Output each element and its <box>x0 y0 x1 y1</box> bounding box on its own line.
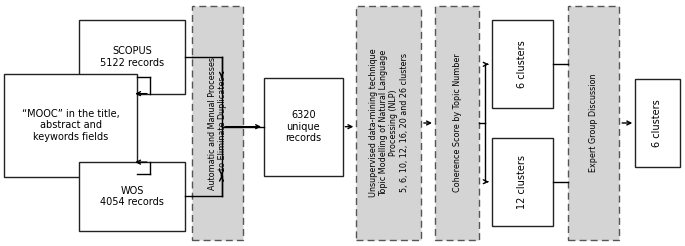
FancyBboxPatch shape <box>79 162 185 231</box>
Text: WOS
4054 records: WOS 4054 records <box>100 185 164 207</box>
Text: 6 clusters: 6 clusters <box>517 40 527 88</box>
FancyBboxPatch shape <box>568 6 619 240</box>
FancyBboxPatch shape <box>635 79 680 167</box>
FancyBboxPatch shape <box>492 20 553 108</box>
Text: Expert Group Discussion: Expert Group Discussion <box>589 74 598 172</box>
FancyBboxPatch shape <box>356 6 421 240</box>
FancyBboxPatch shape <box>192 6 243 240</box>
Text: 6320
unique
records: 6320 unique records <box>285 110 321 143</box>
Text: “MOOC” in the title,
abstract and
keywords fields: “MOOC” in the title, abstract and keywor… <box>22 109 120 142</box>
Text: Coherence Score by Topic Number: Coherence Score by Topic Number <box>453 54 462 192</box>
FancyBboxPatch shape <box>264 78 342 176</box>
Text: Unsupervised data-mining technique
Topic Modelling of Natural Language
Processin: Unsupervised data-mining technique Topic… <box>369 49 409 197</box>
Text: 6 clusters: 6 clusters <box>652 99 662 147</box>
FancyBboxPatch shape <box>79 20 185 94</box>
Text: 12 clusters: 12 clusters <box>517 155 527 209</box>
FancyBboxPatch shape <box>435 6 480 240</box>
Text: Automatic and Manual Processes
to Eliminate Duplicates: Automatic and Manual Processes to Elimin… <box>208 57 227 189</box>
FancyBboxPatch shape <box>4 74 138 177</box>
Text: SCOPUS
5122 records: SCOPUS 5122 records <box>100 46 164 68</box>
FancyBboxPatch shape <box>492 138 553 226</box>
